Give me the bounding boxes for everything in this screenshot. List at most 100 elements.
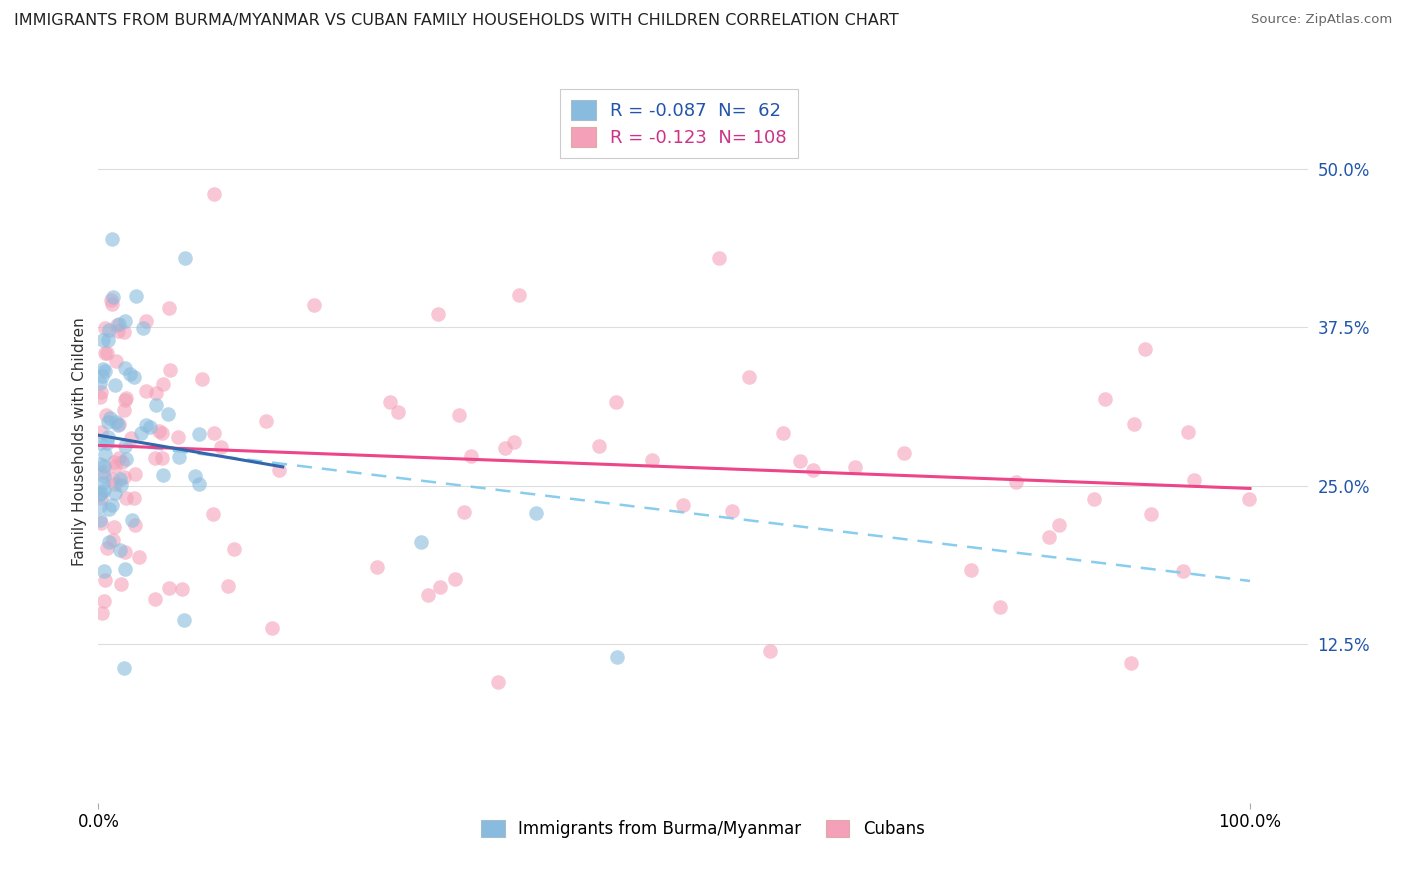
- Point: [366, 560, 388, 574]
- Point: [107, 418, 129, 433]
- Point: [152, 377, 174, 392]
- Point: [91, 361, 114, 376]
- Point: [378, 395, 401, 409]
- Point: [121, 512, 143, 526]
- Point: [1005, 475, 1028, 489]
- Point: [209, 440, 232, 454]
- Point: [90, 486, 112, 500]
- Point: [125, 289, 148, 303]
- Point: [1182, 473, 1205, 487]
- Point: [508, 288, 530, 302]
- Point: [444, 572, 467, 586]
- Point: [960, 563, 983, 577]
- Point: [789, 454, 811, 468]
- Point: [409, 534, 432, 549]
- Point: [174, 251, 197, 265]
- Point: [112, 402, 135, 417]
- Point: [135, 314, 157, 328]
- Point: [720, 504, 742, 518]
- Point: [1038, 530, 1060, 544]
- Point: [101, 533, 124, 548]
- Point: [89, 457, 111, 471]
- Point: [94, 364, 117, 378]
- Point: [262, 621, 284, 635]
- Point: [114, 562, 136, 576]
- Point: [114, 451, 136, 466]
- Point: [588, 438, 610, 452]
- Point: [759, 643, 782, 657]
- Point: [104, 477, 127, 491]
- Point: [139, 420, 162, 434]
- Point: [1171, 564, 1194, 578]
- Point: [1119, 657, 1142, 671]
- Point: [254, 414, 277, 428]
- Point: [1047, 518, 1070, 533]
- Point: [89, 513, 111, 527]
- Point: [114, 391, 136, 405]
- Point: [304, 298, 326, 312]
- Point: [672, 498, 695, 512]
- Point: [103, 455, 125, 469]
- Point: [114, 326, 136, 340]
- Point: [124, 467, 146, 481]
- Text: Source: ZipAtlas.com: Source: ZipAtlas.com: [1251, 13, 1392, 27]
- Point: [96, 430, 118, 444]
- Point: [114, 392, 136, 407]
- Point: [93, 468, 115, 483]
- Point: [131, 425, 153, 440]
- Point: [96, 541, 118, 555]
- Point: [112, 661, 135, 675]
- Point: [641, 452, 664, 467]
- Point: [89, 436, 111, 450]
- Point: [105, 318, 128, 333]
- Point: [387, 404, 409, 418]
- Point: [202, 426, 225, 441]
- Point: [103, 520, 125, 534]
- Point: [429, 580, 451, 594]
- Point: [104, 415, 127, 429]
- Point: [202, 507, 225, 521]
- Point: [1139, 507, 1161, 521]
- Point: [90, 491, 112, 505]
- Point: [844, 459, 866, 474]
- Point: [89, 391, 111, 405]
- Y-axis label: Family Households with Children: Family Households with Children: [72, 318, 87, 566]
- Point: [135, 384, 157, 398]
- Point: [115, 491, 138, 506]
- Point: [101, 232, 124, 246]
- Point: [108, 543, 131, 558]
- Point: [157, 581, 180, 595]
- Point: [772, 425, 794, 440]
- Point: [104, 378, 127, 392]
- Point: [93, 459, 115, 474]
- Point: [148, 424, 170, 438]
- Point: [709, 252, 731, 266]
- Point: [460, 449, 482, 463]
- Point: [157, 301, 180, 315]
- Point: [97, 415, 120, 429]
- Point: [1237, 491, 1260, 506]
- Point: [97, 323, 120, 337]
- Point: [120, 431, 142, 445]
- Point: [267, 463, 290, 477]
- Point: [524, 506, 547, 520]
- Point: [91, 475, 114, 490]
- Point: [152, 450, 174, 465]
- Point: [114, 314, 136, 328]
- Point: [94, 346, 117, 360]
- Point: [101, 472, 124, 486]
- Point: [145, 451, 167, 466]
- Point: [104, 353, 127, 368]
- Point: [486, 675, 509, 690]
- Point: [124, 518, 146, 533]
- Point: [90, 425, 112, 439]
- Point: [453, 505, 475, 519]
- Point: [502, 435, 524, 450]
- Point: [449, 408, 471, 422]
- Point: [107, 324, 129, 338]
- Point: [101, 290, 124, 304]
- Point: [124, 491, 146, 506]
- Point: [135, 417, 157, 432]
- Point: [108, 317, 131, 331]
- Point: [91, 368, 114, 383]
